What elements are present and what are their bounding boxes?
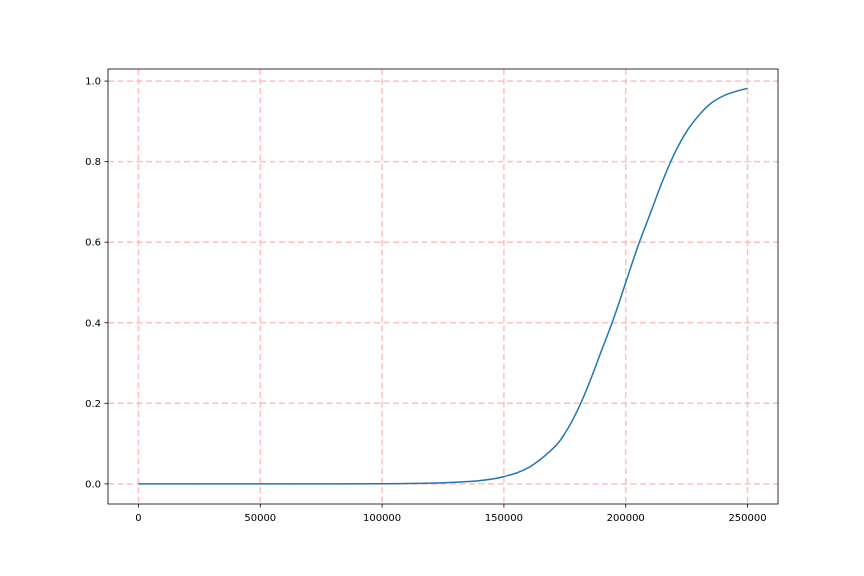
x-tick-label: 100000 xyxy=(363,513,401,524)
y-tick-label: 1.0 xyxy=(85,77,101,88)
x-tick-label: 150000 xyxy=(485,513,523,524)
series-layer xyxy=(138,87,748,485)
grid-lines xyxy=(108,69,778,504)
y-tick-label: 0.8 xyxy=(85,157,101,168)
y-tick-label: 0.4 xyxy=(85,318,101,329)
series-line xyxy=(138,87,748,485)
x-tick-label: 0 xyxy=(135,513,141,524)
x-tick-label: 50000 xyxy=(244,513,276,524)
x-tick-label: 200000 xyxy=(607,513,645,524)
plot-area-frame xyxy=(107,68,779,505)
axis-ticks: 0 50000 100000 150000 200000 250000 0.0 0.2 0.4 0… xyxy=(85,77,767,524)
y-tick-label: 0.0 xyxy=(85,479,101,490)
y-tick-label: 0.2 xyxy=(85,399,101,410)
x-tick-label: 250000 xyxy=(728,513,766,524)
y-tick-label: 0.6 xyxy=(85,238,101,249)
